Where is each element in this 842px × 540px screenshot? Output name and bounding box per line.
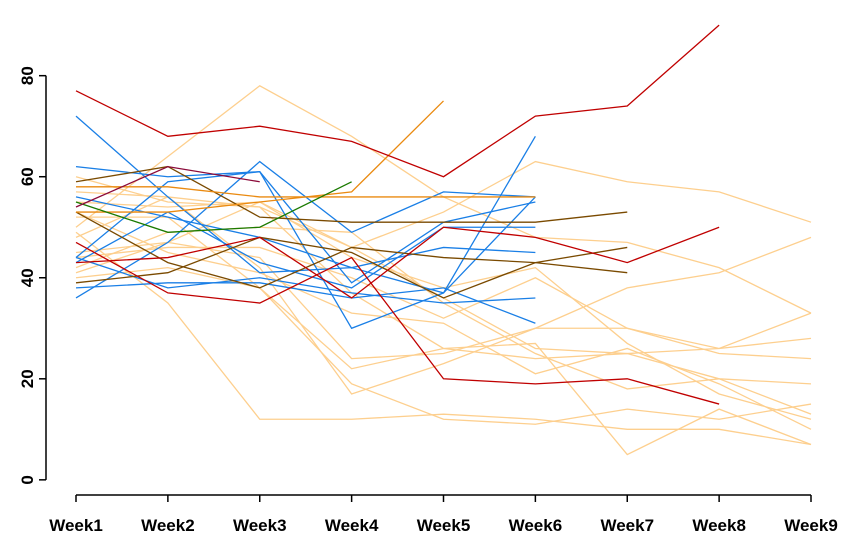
data-line bbox=[75, 165, 628, 223]
data-line bbox=[75, 211, 812, 430]
x-tick-label: Week4 bbox=[325, 516, 379, 535]
data-line bbox=[75, 231, 812, 446]
y-tick-label: 40 bbox=[18, 268, 37, 287]
data-line bbox=[75, 196, 536, 269]
data-line bbox=[75, 115, 536, 294]
x-tick-label: Week5 bbox=[417, 516, 471, 535]
y-tick-label: 0 bbox=[18, 475, 37, 484]
y-tick-label: 20 bbox=[18, 369, 37, 388]
x-tick-label: Week9 bbox=[784, 516, 838, 535]
data-line bbox=[75, 211, 536, 289]
data-line bbox=[75, 246, 812, 360]
data-line bbox=[75, 24, 720, 178]
x-tick-label: Week6 bbox=[509, 516, 563, 535]
x-tick-label: Week1 bbox=[49, 516, 103, 535]
data-line bbox=[75, 256, 536, 304]
y-tick-label: 60 bbox=[18, 167, 37, 186]
data-line bbox=[76, 100, 444, 213]
data-line bbox=[75, 236, 628, 299]
data-line bbox=[75, 135, 536, 330]
x-tick-label: Week2 bbox=[141, 516, 195, 535]
data-line bbox=[75, 181, 352, 233]
data-line bbox=[75, 211, 628, 289]
data-line bbox=[75, 165, 260, 208]
data-line bbox=[75, 226, 812, 415]
x-tick-label: Week3 bbox=[233, 516, 287, 535]
data-line bbox=[75, 191, 812, 360]
data-line bbox=[75, 282, 536, 324]
data-line bbox=[75, 160, 812, 249]
data-line bbox=[75, 165, 536, 284]
data-line bbox=[75, 266, 812, 456]
x-tick-label: Week7 bbox=[600, 516, 654, 535]
data-line bbox=[75, 226, 720, 299]
data-line bbox=[76, 216, 812, 425]
data-line bbox=[75, 241, 812, 360]
y-tick-label: 80 bbox=[18, 66, 37, 85]
data-line bbox=[75, 241, 720, 405]
x-tick-label: Week8 bbox=[692, 516, 746, 535]
data-line bbox=[75, 196, 812, 395]
